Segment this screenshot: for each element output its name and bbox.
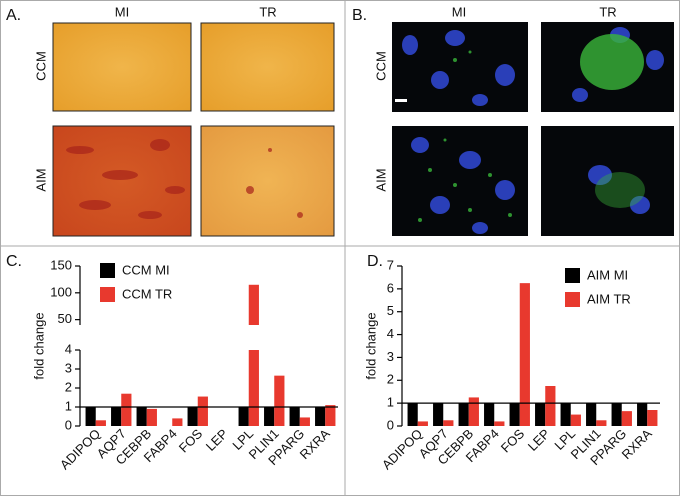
y-tick-label: 7 [387, 257, 394, 272]
bar [121, 393, 132, 426]
column-label: MI [452, 4, 466, 19]
bar [586, 403, 597, 426]
row-label: CCM [33, 51, 48, 81]
bar [611, 403, 622, 426]
legend-swatch [565, 292, 580, 307]
micrograph [200, 125, 335, 237]
bar [570, 414, 581, 426]
legend-label: AIM TR [587, 291, 631, 306]
bar [545, 386, 556, 426]
bar [560, 403, 571, 426]
bar [433, 403, 444, 426]
bar [494, 421, 505, 426]
row-label: CCM [373, 51, 388, 81]
bar [197, 396, 208, 426]
y-tick-label: 6 [387, 280, 394, 295]
bar [325, 405, 336, 426]
y-tick-label: 150 [50, 257, 72, 272]
y-tick-label: 5 [387, 303, 394, 318]
row-label: AIM [373, 168, 388, 191]
bar [248, 350, 259, 426]
column-label: TR [259, 4, 276, 19]
bar [315, 407, 326, 426]
y-tick-label: 3 [65, 360, 72, 375]
column-label: TR [599, 4, 616, 19]
y-tick-label: 1 [65, 398, 72, 413]
x-tick-label: FOS [176, 426, 206, 456]
x-tick-label: LEP [203, 426, 231, 454]
legend-swatch [565, 268, 580, 283]
legend-swatch [100, 287, 115, 302]
lipid-signal [418, 34, 645, 222]
bar [458, 403, 469, 426]
bar [468, 397, 479, 426]
bar [95, 420, 106, 426]
y-tick-label: 0 [387, 417, 394, 432]
y-tick-label: 2 [65, 379, 72, 394]
nuclei [402, 27, 664, 234]
bar [484, 403, 495, 426]
y-tick-label: 1 [387, 395, 394, 410]
legend-label: CCM MI [122, 262, 170, 277]
y-tick-label: 100 [50, 284, 72, 299]
bar [647, 410, 658, 426]
bar [248, 284, 259, 325]
y-axis-label: fold change [31, 312, 46, 379]
bar [289, 407, 300, 426]
bar [172, 418, 183, 426]
stain [66, 139, 303, 219]
bar [111, 407, 122, 426]
scale-bar [395, 99, 407, 102]
panel-label: C. [6, 253, 22, 270]
bar [596, 420, 607, 426]
panel-label: D. [367, 253, 383, 270]
panel-label: A. [6, 7, 21, 24]
bar [535, 403, 546, 426]
bar [621, 411, 632, 426]
column-label: MI [115, 4, 129, 19]
legend-label: CCM TR [122, 286, 172, 301]
bar [274, 375, 285, 426]
x-tick-label: RXRA [297, 426, 333, 462]
micrograph [52, 125, 192, 237]
bar [146, 408, 157, 426]
micrograph [52, 22, 192, 112]
x-tick-label: FOS [498, 426, 528, 456]
bar [136, 407, 147, 426]
y-axis-label: fold change [363, 312, 378, 379]
bar [85, 407, 96, 426]
bar [238, 407, 249, 426]
row-label: AIM [33, 168, 48, 191]
bar [637, 403, 648, 426]
y-tick-label: 2 [387, 372, 394, 387]
y-tick-label: 4 [387, 326, 394, 341]
panel-label: B. [352, 7, 367, 24]
bar [407, 403, 418, 426]
x-tick-label: LEP [525, 426, 553, 454]
bar [443, 420, 454, 426]
bar [417, 421, 428, 426]
bar [509, 403, 520, 426]
bar [264, 407, 275, 426]
y-tick-label: 0 [65, 417, 72, 432]
micrograph [200, 22, 335, 112]
bar [187, 407, 198, 426]
bar [519, 283, 530, 426]
y-tick-label: 3 [387, 349, 394, 364]
y-tick-label: 4 [65, 341, 72, 356]
legend-swatch [100, 263, 115, 278]
x-tick-label: RXRA [619, 426, 655, 462]
y-tick-label: 50 [58, 311, 72, 326]
legend-label: AIM MI [587, 267, 628, 282]
bar [299, 417, 310, 426]
